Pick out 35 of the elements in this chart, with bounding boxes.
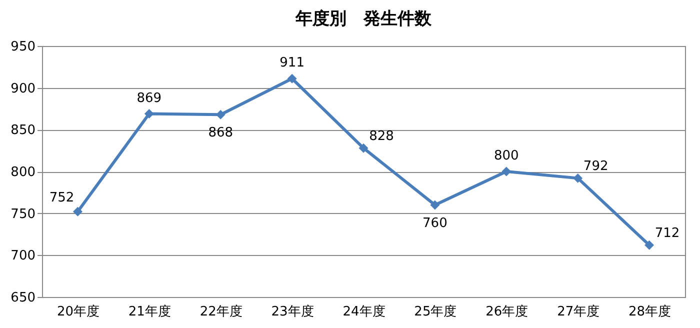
y-tick-label: 950 bbox=[10, 40, 36, 54]
data-label: 760 bbox=[422, 216, 448, 231]
point bbox=[644, 240, 654, 250]
x-tick-label: 28年度 bbox=[628, 304, 672, 320]
point bbox=[573, 173, 583, 183]
x-tick-label: 25年度 bbox=[414, 304, 457, 320]
y-tick-label: 850 bbox=[10, 123, 36, 138]
data-label: 868 bbox=[208, 126, 234, 141]
y-tick-label: 700 bbox=[10, 248, 36, 264]
point bbox=[358, 143, 368, 153]
point bbox=[72, 206, 82, 216]
data-label: 869 bbox=[136, 90, 162, 106]
y-tick-label: 650 bbox=[10, 290, 36, 306]
data-label: 911 bbox=[280, 56, 304, 71]
x-tick-label: 20年度 bbox=[56, 304, 100, 320]
y-tick-label: 750 bbox=[10, 206, 36, 222]
data-label: 828 bbox=[369, 129, 394, 144]
x-tick-label: 23年度 bbox=[271, 304, 314, 320]
data-label: 792 bbox=[583, 159, 608, 174]
point bbox=[144, 109, 154, 119]
chart-title: 年度別 発生件数 bbox=[294, 9, 432, 29]
x-tick-label: 24年度 bbox=[342, 304, 386, 320]
x-tick-label: 22年度 bbox=[200, 304, 242, 320]
x-tick-label: 27年度 bbox=[557, 304, 600, 320]
y-tick-label: 900 bbox=[10, 81, 36, 96]
point bbox=[430, 200, 440, 210]
point bbox=[287, 74, 297, 84]
x-tick-label: 26年度 bbox=[486, 304, 528, 320]
x-tick-label: 21年度 bbox=[128, 304, 171, 320]
data-label: 712 bbox=[654, 226, 680, 242]
data-label: 752 bbox=[49, 190, 74, 206]
point bbox=[502, 166, 512, 176]
data-label: 800 bbox=[494, 148, 519, 164]
point bbox=[216, 110, 226, 120]
y-tick-label: 800 bbox=[10, 165, 36, 180]
